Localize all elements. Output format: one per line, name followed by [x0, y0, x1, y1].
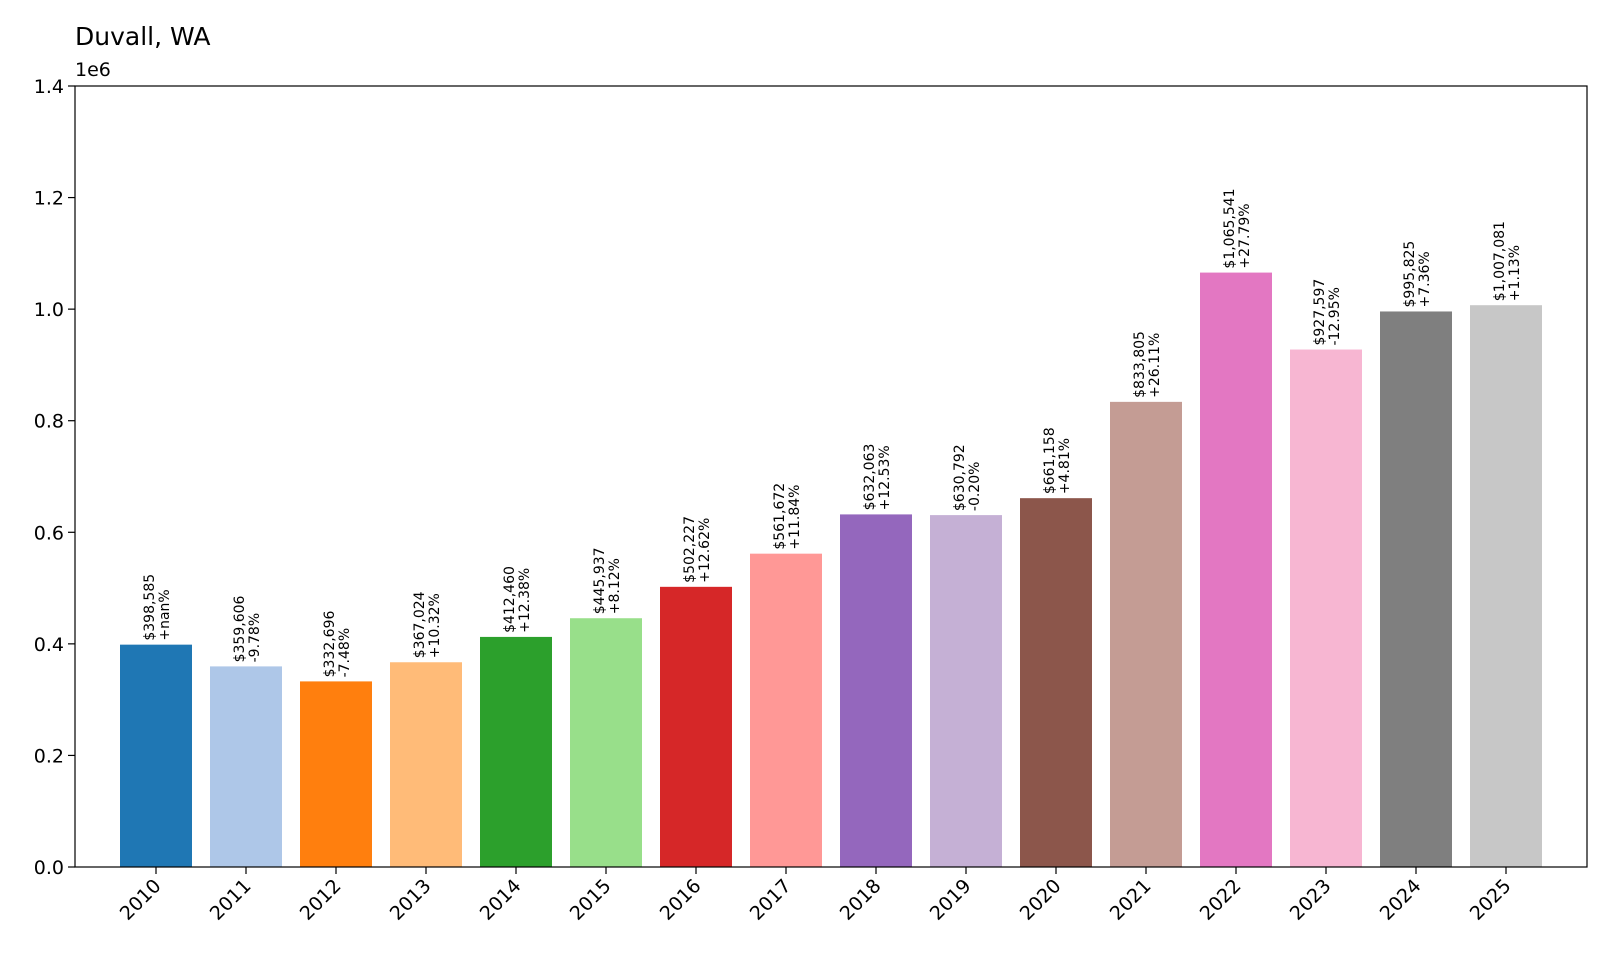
x-tick-label-2025: 2025: [1466, 875, 1516, 925]
bar-label-2020: $661,158+4.81%: [1042, 427, 1073, 494]
x-tick-label-2022: 2022: [1196, 875, 1246, 925]
y-tick-label-0.2: 0.2: [34, 745, 64, 767]
bar-change-label-2010: +nan%: [157, 589, 173, 640]
x-tick-label-2010: 2010: [116, 875, 166, 925]
x-tick-label-2023: 2023: [1286, 875, 1336, 925]
x-tick-label-2021: 2021: [1106, 875, 1156, 925]
y-tick-label-1.0: 1.0: [34, 299, 64, 321]
bar-value-label-2021: $833,805: [1132, 331, 1148, 398]
bar-change-label-2020: +4.81%: [1057, 438, 1073, 494]
x-tick-label-2018: 2018: [836, 875, 886, 925]
x-tick-label-2017: 2017: [746, 875, 796, 925]
bar-change-label-2014: +12.38%: [517, 568, 533, 633]
y-tick-label-0.4: 0.4: [34, 634, 64, 656]
bar-change-label-2013: +10.32%: [427, 593, 443, 658]
bar-value-label-2015: $445,937: [592, 547, 608, 614]
bar-change-label-2024: +7.36%: [1417, 251, 1433, 307]
x-tick-label-2011: 2011: [206, 875, 256, 925]
bar-2024: [1380, 311, 1452, 868]
y-tick-label-0.0: 0.0: [34, 857, 64, 879]
bar-value-label-2013: $367,024: [412, 591, 428, 658]
bar-change-label-2012: -7.48%: [337, 628, 353, 678]
bar-2023: [1290, 349, 1362, 867]
bar-2012: [300, 681, 372, 867]
bar-2013: [390, 662, 462, 867]
bar-2019: [930, 515, 1002, 867]
x-axis: 2010 2011 2012 2013 2014 2015 2016 2017 2018 2019…: [116, 867, 1516, 925]
bar-label-2016: $502,227+12.62%: [682, 516, 713, 583]
x-tick-label-2020: 2020: [1016, 875, 1066, 925]
bar-labels-group: $398,585+nan% $359,606-9.78% $332,696-7.48…: [142, 188, 1523, 677]
bar-2014: [480, 636, 552, 867]
bar-2025: [1470, 305, 1542, 867]
bar-label-2021: $833,805+26.11%: [1132, 331, 1163, 398]
bar-label-2024: $995,825+7.36%: [1402, 241, 1433, 308]
bar-change-label-2017: +11.84%: [787, 485, 803, 550]
bar-2011: [210, 666, 282, 867]
bar-2016: [660, 586, 732, 867]
bar-value-label-2024: $995,825: [1402, 241, 1418, 308]
bar-value-label-2011: $359,606: [232, 595, 248, 662]
x-tick-label-2016: 2016: [656, 875, 706, 925]
x-tick-label-2013: 2013: [386, 875, 436, 925]
bar-value-label-2020: $661,158: [1042, 427, 1058, 494]
y-tick-label-0.8: 0.8: [34, 411, 64, 433]
bar-change-label-2011: -9.78%: [247, 613, 263, 663]
bar-change-label-2015: +8.12%: [607, 558, 623, 614]
bar-value-label-2023: $927,597: [1312, 279, 1328, 346]
bar-2021: [1110, 401, 1182, 867]
bar-label-2017: $561,672+11.84%: [772, 483, 803, 550]
y-tick-label-0.6: 0.6: [34, 522, 64, 544]
bar-change-label-2018: +12.53%: [877, 445, 893, 510]
y-axis: 0.0 0.2 0.4 0.6 0.8 1.0 1.2 1.4: [34, 76, 75, 879]
bar-change-label-2016: +12.62%: [697, 518, 713, 583]
x-tick-label-2015: 2015: [566, 875, 616, 925]
y-axis-offset-label: 1e6: [75, 59, 111, 81]
bar-value-label-2016: $502,227: [682, 516, 698, 583]
bar-label-2011: $359,606-9.78%: [232, 595, 263, 662]
bar-change-label-2019: -0.20%: [967, 462, 983, 512]
bar-change-label-2021: +26.11%: [1147, 333, 1163, 398]
bar-value-label-2025: $1,007,081: [1492, 221, 1508, 301]
bar-label-2018: $632,063+12.53%: [862, 444, 893, 511]
plot-frame: [74, 85, 1588, 868]
x-tick-label-2019: 2019: [926, 875, 976, 925]
bar-value-label-2018: $632,063: [862, 444, 878, 511]
bar-2020: [1020, 498, 1092, 867]
bar-label-2015: $445,937+8.12%: [592, 547, 623, 614]
bar-value-label-2012: $332,696: [322, 611, 338, 678]
bar-change-label-2022: +27.79%: [1237, 203, 1253, 268]
bar-label-2012: $332,696-7.48%: [322, 611, 353, 678]
bar-change-label-2023: -12.95%: [1327, 287, 1343, 345]
bar-value-label-2010: $398,585: [142, 574, 158, 641]
bar-label-2019: $630,792-0.20%: [952, 444, 983, 511]
bar-label-2022: $1,065,541+27.79%: [1222, 188, 1253, 268]
bar-2022: [1200, 272, 1272, 868]
x-tick-label-2024: 2024: [1376, 875, 1426, 925]
bar-2015: [570, 618, 642, 867]
bar-label-2023: $927,597-12.95%: [1312, 279, 1343, 346]
bar-label-2010: $398,585+nan%: [142, 574, 173, 641]
bar-2018: [840, 514, 912, 867]
y-tick-label-1.2: 1.2: [34, 188, 64, 210]
bar-value-label-2019: $630,792: [952, 444, 968, 511]
bar-change-label-2025: +1.13%: [1507, 245, 1523, 301]
bar-label-2025: $1,007,081+1.13%: [1492, 221, 1523, 301]
bar-2010: [120, 644, 192, 867]
bar-label-2014: $412,460+12.38%: [502, 566, 533, 633]
bars-group: [120, 272, 1542, 868]
bar-2017: [750, 553, 822, 867]
y-tick-label-1.4: 1.4: [34, 76, 64, 98]
x-tick-label-2014: 2014: [476, 875, 526, 925]
bar-value-label-2022: $1,065,541: [1222, 188, 1238, 268]
bar-label-2013: $367,024+10.32%: [412, 591, 443, 658]
bar-value-label-2017: $561,672: [772, 483, 788, 550]
chart-title: Duvall, WA: [75, 22, 210, 51]
bar-value-label-2014: $412,460: [502, 566, 518, 633]
x-tick-label-2012: 2012: [296, 875, 346, 925]
